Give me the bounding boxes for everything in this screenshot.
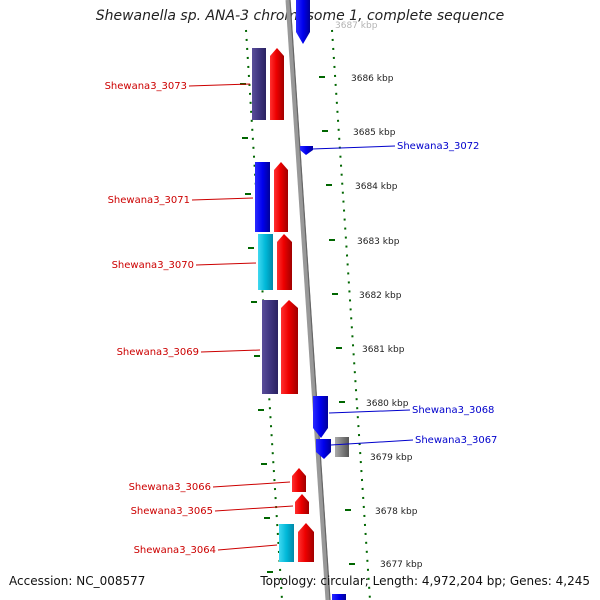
gene-label[interactable]: Shewana3_3073 xyxy=(105,81,187,92)
cds-block xyxy=(255,162,270,232)
tick-label: 3677 kbp xyxy=(380,560,423,570)
gene-feature-3068[interactable] xyxy=(313,396,328,438)
gene-feature-3066[interactable] xyxy=(292,468,306,492)
gene-arrow xyxy=(281,300,298,394)
right-leader-lines xyxy=(311,145,414,446)
gene-feature-3064[interactable] xyxy=(279,523,314,562)
gene-feature-3073[interactable] xyxy=(252,48,284,120)
tick-label: 3681 kbp xyxy=(362,345,405,355)
gene-label[interactable]: Shewana3_3071 xyxy=(108,195,190,206)
tick-label: 3678 kbp xyxy=(375,507,418,517)
cds-block xyxy=(258,234,273,290)
gene-label[interactable]: Shewana3_3068 xyxy=(412,405,494,416)
gene-feature-3067[interactable] xyxy=(316,437,349,459)
gene-arrow xyxy=(274,162,288,232)
gene-feature-bottom[interactable] xyxy=(332,594,346,600)
gene-label[interactable]: Shewana3_3065 xyxy=(131,506,213,517)
right-gene-labels: Shewana3_3072 Shewana3_3068 Shewana3_306… xyxy=(397,141,497,446)
tick-label: 3685 kbp xyxy=(353,128,396,138)
tick-label: 3679 kbp xyxy=(370,453,413,463)
gene-arrow xyxy=(270,48,284,120)
cds-block xyxy=(262,300,278,394)
gene-arrow xyxy=(277,234,292,290)
scale-labels: 3687 kbp 3686 kbp 3685 kbp 3684 kbp 3683… xyxy=(335,21,423,570)
gene-feature-3072[interactable] xyxy=(300,146,313,155)
tick-label: 3687 kbp xyxy=(335,21,378,31)
left-leader-lines xyxy=(188,83,294,551)
gene-label[interactable]: Shewana3_3064 xyxy=(134,545,216,556)
backbone-shadow xyxy=(289,0,331,600)
gene-feature-top-reverse[interactable] xyxy=(296,0,310,44)
left-tick-marks xyxy=(240,83,273,573)
cds-block xyxy=(252,48,266,120)
tick-label: 3682 kbp xyxy=(359,291,402,301)
gene-feature-3069[interactable] xyxy=(262,300,298,394)
tick-label: 3683 kbp xyxy=(357,237,400,247)
tick-label: 3680 kbp xyxy=(366,399,409,409)
cds-block xyxy=(279,524,294,562)
left-gene-labels: Shewana3_3073 Shewana3_3071 Shewana3_307… xyxy=(105,81,216,556)
gene-label[interactable]: Shewana3_3066 xyxy=(129,482,211,493)
accession-text: Accession: NC_008577 xyxy=(9,574,146,588)
gene-label[interactable]: Shewana3_3067 xyxy=(415,435,497,446)
gene-arrow xyxy=(298,523,314,562)
chromosome-backbone xyxy=(285,0,331,600)
gene-feature-3070[interactable] xyxy=(258,234,292,290)
gene-feature-3071[interactable] xyxy=(255,162,288,232)
genome-summary-text: Topology: circular; Length: 4,972,204 bp… xyxy=(260,574,590,588)
gene-label[interactable]: Shewana3_3069 xyxy=(117,347,199,358)
tick-label: 3684 kbp xyxy=(355,182,398,192)
gene-label[interactable]: Shewana3_3070 xyxy=(112,260,194,271)
gene-feature-3065[interactable] xyxy=(295,494,309,514)
cds-block xyxy=(335,437,349,457)
gene-label[interactable]: Shewana3_3072 xyxy=(397,141,479,152)
tick-label: 3686 kbp xyxy=(351,74,394,84)
right-tick-marks xyxy=(319,76,355,565)
